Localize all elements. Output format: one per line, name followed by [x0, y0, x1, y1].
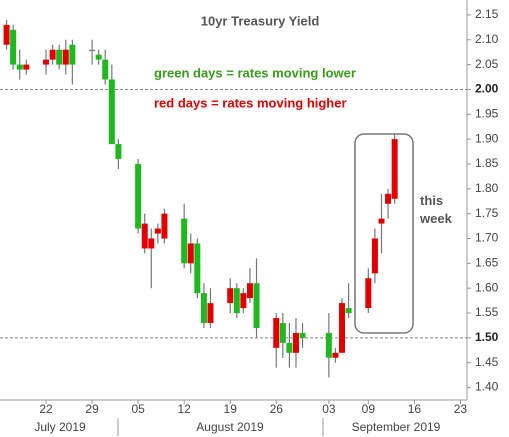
candle-body	[10, 29, 17, 65]
candle-body	[253, 283, 260, 328]
y-tick-label: 1.65	[475, 256, 499, 270]
month-label: July 2019	[34, 420, 86, 434]
y-tick-label: 1.75	[475, 206, 499, 220]
y-tick-label: 1.90	[475, 131, 499, 145]
y-tick-label: 2.10	[475, 32, 499, 46]
candle-body	[62, 49, 69, 65]
candle-body	[332, 352, 339, 358]
x-tick-label: 29	[85, 402, 99, 416]
candle-body	[200, 293, 207, 323]
candle-body	[43, 59, 50, 65]
candle-body	[194, 243, 201, 294]
candle-body	[286, 342, 293, 353]
y-tick-label: 1.85	[475, 156, 499, 170]
candle-body	[23, 64, 30, 70]
candle-body	[89, 49, 96, 52]
candle-body	[3, 24, 10, 45]
candle-body	[207, 303, 214, 323]
x-tick-label: 09	[362, 402, 376, 416]
x-tick-label: 12	[177, 402, 191, 416]
annotation: red days = rates moving higher	[154, 95, 347, 110]
candle-body	[325, 332, 332, 358]
y-tick-label: 2.05	[475, 57, 499, 71]
candle-body	[108, 79, 115, 145]
x-tick-label: 05	[131, 402, 145, 416]
candle-body	[233, 288, 240, 314]
candle-body	[16, 64, 23, 70]
candle-body	[371, 238, 378, 274]
candle-body	[154, 228, 161, 234]
candle-body	[391, 139, 398, 199]
y-tick-label: 1.70	[475, 231, 499, 245]
candle-body	[240, 293, 247, 309]
candle-body	[365, 278, 372, 309]
candle-body	[56, 49, 63, 65]
candle-body	[69, 44, 76, 65]
y-tick-label: 2.00	[475, 82, 499, 96]
candle-body	[378, 218, 385, 224]
candle-body	[161, 213, 168, 239]
candle-body	[181, 218, 188, 264]
candle-body	[279, 322, 286, 343]
x-tick-label: 16	[408, 402, 422, 416]
candle-body	[299, 332, 306, 338]
candle-body	[141, 223, 148, 249]
x-tick-label: 19	[224, 402, 238, 416]
y-tick-label: 1.50	[475, 330, 499, 344]
month-label: August 2019	[196, 420, 264, 434]
candle-body	[227, 288, 234, 304]
y-tick-label: 1.45	[475, 355, 499, 369]
x-tick-label: 23	[454, 402, 468, 416]
candle-body	[187, 243, 194, 264]
y-tick-label: 1.60	[475, 280, 499, 294]
y-tick-label: 2.15	[475, 7, 499, 21]
candle-body	[339, 303, 346, 353]
y-tick-label: 1.40	[475, 380, 499, 394]
x-tick-label: 22	[39, 402, 53, 416]
y-tick-label: 1.80	[475, 181, 499, 195]
candle-body	[246, 283, 253, 299]
candle-body	[49, 49, 56, 60]
month-label: September 2019	[352, 420, 441, 434]
candle-body	[135, 163, 142, 229]
candle-body	[273, 318, 280, 348]
week-box	[354, 133, 414, 334]
x-tick-label: 03	[322, 402, 336, 416]
y-tick-label: 1.95	[475, 106, 499, 120]
candle-body	[385, 193, 392, 204]
candle-body	[148, 238, 155, 249]
candle-body	[115, 144, 122, 160]
annotation: this week	[420, 193, 452, 226]
x-tick-label: 26	[270, 402, 284, 416]
candle-body	[345, 308, 352, 314]
candle-body	[292, 332, 299, 353]
chart-title: 10yr Treasury Yield	[201, 13, 320, 28]
annotation: green days = rates moving lower	[154, 65, 356, 80]
y-tick-label: 1.55	[475, 305, 499, 319]
candle-body	[102, 59, 109, 80]
candle-body	[95, 54, 102, 60]
